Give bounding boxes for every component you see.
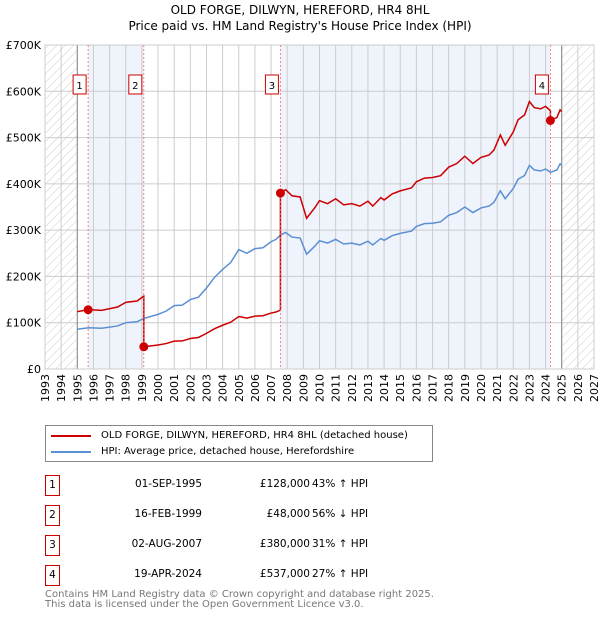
price-chart: 1993 1994 1995 1996 1997 1998 1999 2000 2001 2002… [6, 39, 600, 402]
y-tick-label: £100K [6, 317, 42, 330]
plot-border [44, 44, 595, 370]
x-tick-label: 2026 [572, 374, 585, 402]
x-tick-label: 2004 [217, 374, 230, 402]
y-tick-label: £200K [6, 270, 42, 283]
x-tick-label: 2014 [378, 374, 391, 402]
x-tick-label: 2018 [443, 374, 456, 402]
sale-label: 2 [132, 81, 138, 92]
sale-date: 19-APR-2024 [134, 568, 202, 580]
x-tick-label: 2027 [588, 374, 600, 402]
x-tick-label: 2023 [523, 374, 536, 402]
sale-date: 01-SEP-1995 [134, 478, 202, 490]
x-tick-label: 2001 [168, 374, 181, 402]
x-tick-label: 2011 [330, 374, 343, 402]
legend-swatch-hpi [51, 450, 91, 453]
sale-label: 3 [269, 81, 275, 92]
sale-price: £128,000 [259, 478, 310, 490]
sale-row: 2 16-FEB-1999 £48,000 56% ↓ HPI [45, 505, 465, 526]
sale-point [139, 342, 149, 352]
x-tick-label: 1997 [104, 374, 117, 402]
x-tick-label: 2002 [184, 374, 197, 402]
y-tick-label: £300K [6, 224, 42, 237]
sale-number: 3 [45, 535, 60, 556]
y-tick-label: £500K [6, 132, 42, 145]
y-tick-label: £0 [27, 363, 41, 376]
sale-date: 16-FEB-1999 [134, 508, 202, 520]
legend-property: OLD FORGE, DILWYN, HEREFORD, HR4 8HL (de… [101, 430, 408, 441]
x-tick-label: 1995 [71, 374, 84, 402]
x-tick-label: 2025 [556, 374, 569, 402]
sale-price: £48,000 [266, 508, 310, 520]
x-tick-label: 2003 [200, 374, 213, 402]
x-tick-label: 2005 [233, 374, 246, 402]
x-tick-label: 2015 [394, 374, 407, 402]
shade-band [88, 45, 144, 369]
sale-row: 3 02-AUG-2007 £380,000 31% ↑ HPI [45, 535, 465, 556]
sale-label-box [128, 74, 143, 95]
chart-subtitle: Price paid vs. HM Land Registry's House … [128, 19, 472, 33]
sale-label-box [534, 74, 549, 95]
x-tick-label: 2016 [410, 374, 423, 402]
sale-price: £380,000 [259, 538, 310, 550]
x-tick-label: 2019 [459, 374, 472, 402]
footer-line-2: This data is licensed under the Open Gov… [45, 599, 364, 610]
x-tick-label: 1996 [87, 374, 100, 402]
chart-title: OLD FORGE, DILWYN, HEREFORD, HR4 8HL [170, 3, 430, 17]
x-tick-label: 2008 [281, 374, 294, 402]
y-tick-label: £400K [6, 178, 42, 191]
x-tick-label: 2013 [362, 374, 375, 402]
sale-hpi-diff: 43% ↑ HPI [312, 478, 369, 490]
x-tick-label: 1999 [136, 374, 149, 402]
legend-hpi: HPI: Average price, detached house, Here… [101, 446, 355, 457]
x-tick-label: 2017 [427, 374, 440, 402]
sale-number: 4 [45, 565, 60, 586]
sale-label: 4 [539, 81, 545, 92]
hpi-line [77, 162, 563, 330]
sale-hpi-diff: 27% ↑ HPI [312, 568, 369, 580]
sale-number: 2 [45, 505, 60, 526]
sale-point [83, 305, 93, 315]
sale-date: 02-AUG-2007 [131, 538, 202, 550]
x-tick-label: 2024 [540, 374, 553, 402]
x-tick-label: 2000 [152, 374, 165, 402]
y-tick-label: £700K [6, 39, 42, 52]
x-tick-label: 2010 [314, 374, 327, 402]
x-tick-label: 2009 [297, 374, 310, 402]
shade-band [280, 45, 551, 369]
sale-label-box [72, 74, 87, 95]
sale-row: 1 01-SEP-1995 £128,000 43% ↑ HPI [45, 475, 465, 496]
legend: OLD FORGE, DILWYN, HEREFORD, HR4 8HL (de… [45, 425, 433, 462]
sale-hpi-diff: 56% ↓ HPI [312, 508, 369, 520]
x-tick-label: 1993 [39, 374, 52, 402]
x-tick-label: 2020 [475, 374, 488, 402]
sale-point [275, 188, 285, 198]
footer-line-1: Contains HM Land Registry data © Crown c… [45, 589, 434, 600]
x-tick-label: 1998 [120, 374, 133, 402]
x-tick-label: 2021 [491, 374, 504, 402]
property-line [77, 100, 563, 348]
sale-price: £537,000 [259, 568, 310, 580]
sale-row: 4 19-APR-2024 £537,000 27% ↑ HPI [45, 565, 465, 586]
sale-label: 1 [76, 81, 82, 92]
sale-label-box [264, 74, 279, 95]
sale-number: 1 [45, 475, 60, 496]
legend-swatch-property [51, 434, 91, 437]
x-tick-label: 2007 [265, 374, 278, 402]
sale-point [545, 115, 555, 125]
y-tick-label: £600K [6, 85, 42, 98]
x-tick-label: 2022 [507, 374, 520, 402]
x-tick-label: 2012 [346, 374, 359, 402]
x-tick-label: 2006 [249, 374, 262, 402]
sale-hpi-diff: 31% ↑ HPI [312, 538, 369, 550]
x-tick-label: 1994 [55, 374, 68, 402]
